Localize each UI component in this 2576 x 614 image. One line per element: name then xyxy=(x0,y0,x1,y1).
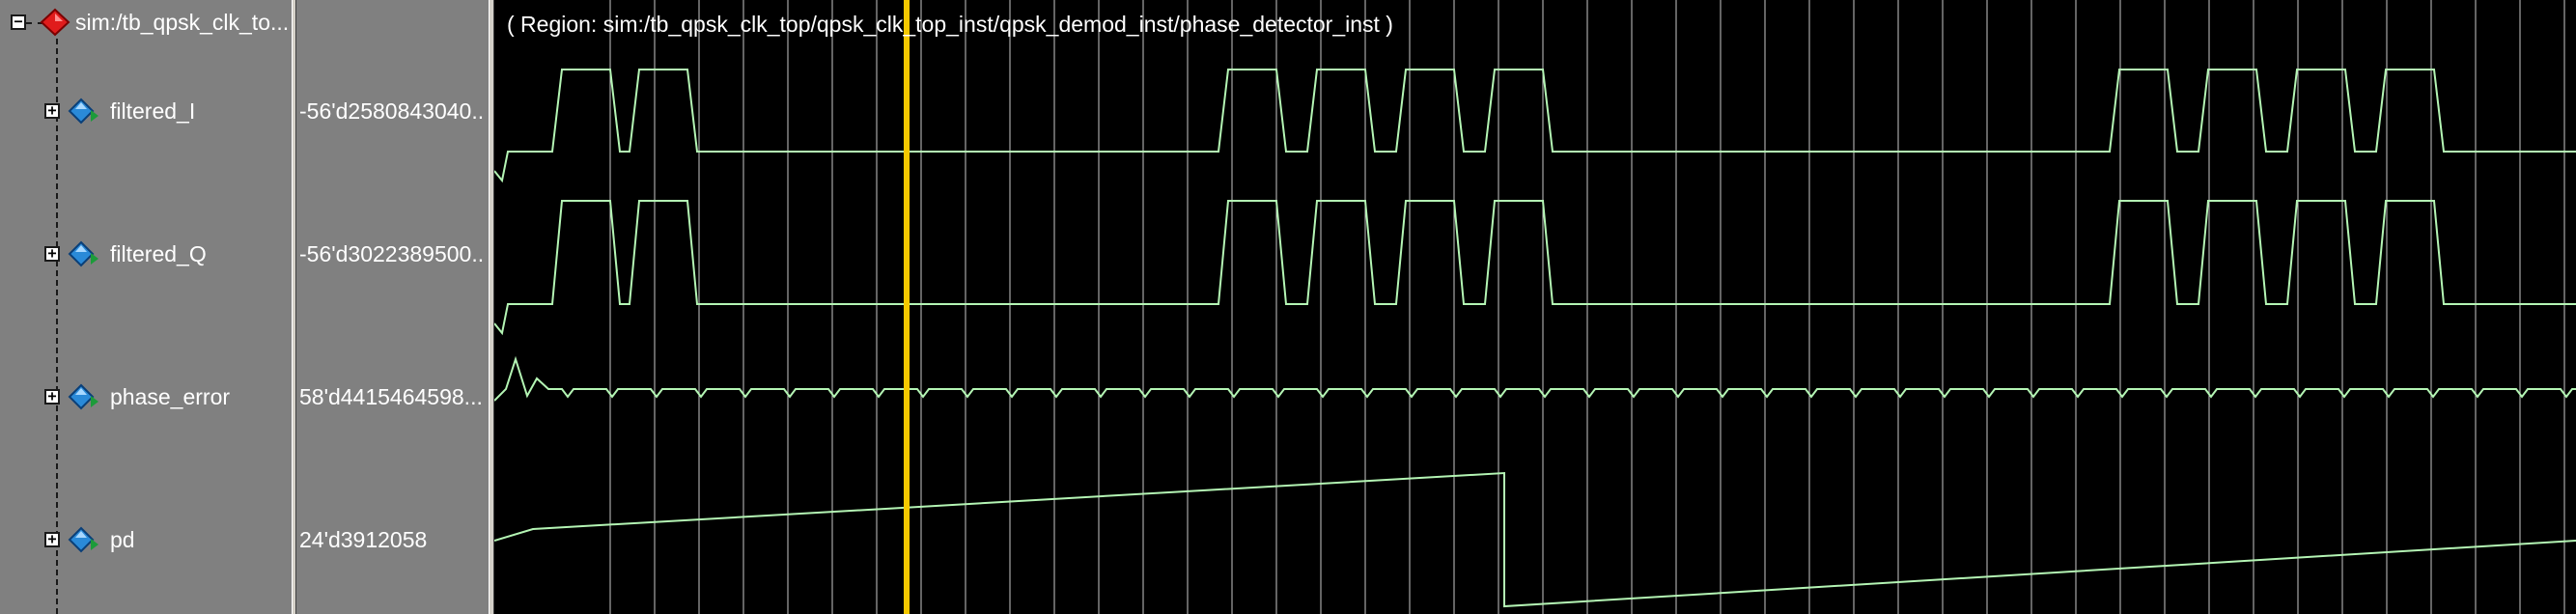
waveform-filtered-q[interactable] xyxy=(494,200,2576,336)
signal-value-filtered-i[interactable]: -56'd2580843040... xyxy=(299,98,485,124)
pd-expand-toggle[interactable]: + xyxy=(44,532,60,547)
blue-diamond-icon xyxy=(68,383,98,410)
waveform-phase-error[interactable] xyxy=(494,355,2576,402)
blue-diamond-icon xyxy=(68,240,98,267)
region-label: ( Region: sim:/tb_qpsk_clk_top/qpsk_clk_… xyxy=(507,12,1393,37)
signal-value-pd[interactable]: 24'd3912058 xyxy=(299,527,428,552)
pane-splitter[interactable] xyxy=(489,0,494,614)
tree-connector xyxy=(26,22,43,24)
signal-name-filtered-i[interactable]: filtered_I xyxy=(110,98,196,124)
filtered-i-expand-toggle[interactable]: + xyxy=(44,103,60,119)
waveform-filtered-i[interactable] xyxy=(494,69,2576,183)
phase-error-expand-toggle[interactable]: + xyxy=(44,389,60,405)
signal-value-phase-error[interactable]: 58'd4415464598... xyxy=(299,384,483,409)
time-cursor[interactable] xyxy=(904,0,910,614)
root-scope-label[interactable]: sim:/tb_qpsk_clk_to... xyxy=(75,10,290,35)
time-grid xyxy=(609,0,2565,614)
signal-name-pd[interactable]: pd xyxy=(110,527,135,552)
blue-diamond-icon xyxy=(68,98,98,125)
signal-name-phase-error[interactable]: phase_error xyxy=(110,384,231,409)
tree-connector xyxy=(56,39,58,614)
signal-value-filtered-q[interactable]: -56'd3022389500... xyxy=(299,241,485,266)
blue-diamond-icon xyxy=(68,526,98,553)
signal-values-pane xyxy=(296,0,489,614)
waveform-pd[interactable] xyxy=(494,471,2576,608)
red-diamond-icon xyxy=(40,8,70,37)
waveform-pane[interactable] xyxy=(494,0,2576,614)
signal-name-filtered-q[interactable]: filtered_Q xyxy=(110,241,207,266)
pane-splitter[interactable] xyxy=(292,0,296,614)
signal-names-pane: − sim:/tb_qpsk_clk_to... + filtered_I + … xyxy=(0,0,292,614)
filtered-q-expand-toggle[interactable]: + xyxy=(44,246,60,262)
root-collapse-toggle[interactable]: − xyxy=(11,14,26,30)
waveform-canvas[interactable] xyxy=(494,0,2576,614)
